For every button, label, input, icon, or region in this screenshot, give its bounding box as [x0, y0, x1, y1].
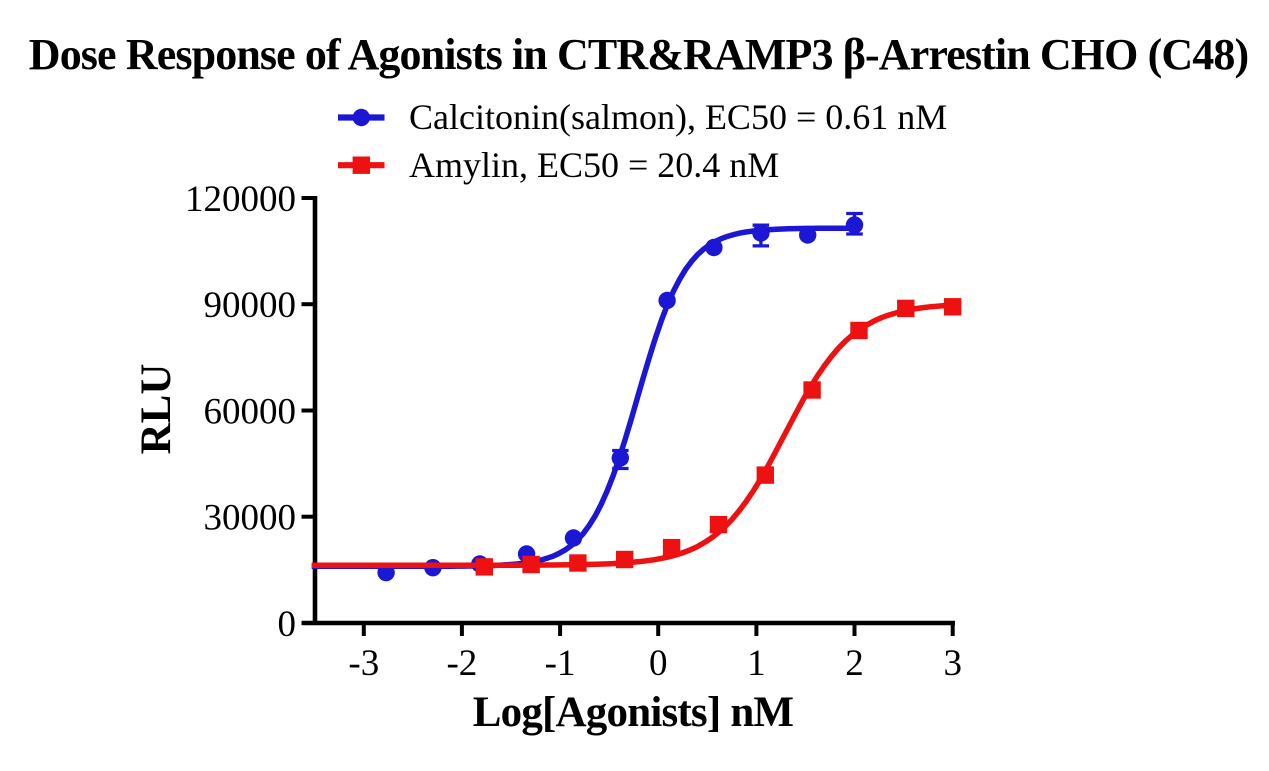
svg-text:Amylin, EC50 = 20.4 nM: Amylin, EC50 = 20.4 nM: [409, 145, 779, 185]
svg-text:Dose Response of Agonists in C: Dose Response of Agonists in CTR&RAMP3 β…: [29, 30, 1249, 79]
svg-text:0: 0: [649, 643, 668, 684]
svg-text:RLU: RLU: [133, 364, 180, 455]
svg-text:90000: 90000: [204, 285, 297, 326]
svg-text:30000: 30000: [204, 498, 297, 539]
svg-text:2: 2: [845, 643, 864, 684]
svg-text:Calcitonin(salmon), EC50 = 0.6: Calcitonin(salmon), EC50 = 0.61 nM: [409, 97, 947, 137]
svg-text:Log[Agonists] nM: Log[Agonists] nM: [473, 689, 794, 736]
svg-text:0: 0: [278, 604, 297, 645]
svg-text:120000: 120000: [185, 179, 296, 220]
svg-text:1: 1: [747, 643, 766, 684]
svg-text:-3: -3: [348, 643, 379, 684]
svg-text:-1: -1: [545, 643, 576, 684]
svg-text:3: 3: [943, 643, 962, 684]
svg-text:60000: 60000: [204, 391, 297, 432]
svg-text:-2: -2: [446, 643, 477, 684]
